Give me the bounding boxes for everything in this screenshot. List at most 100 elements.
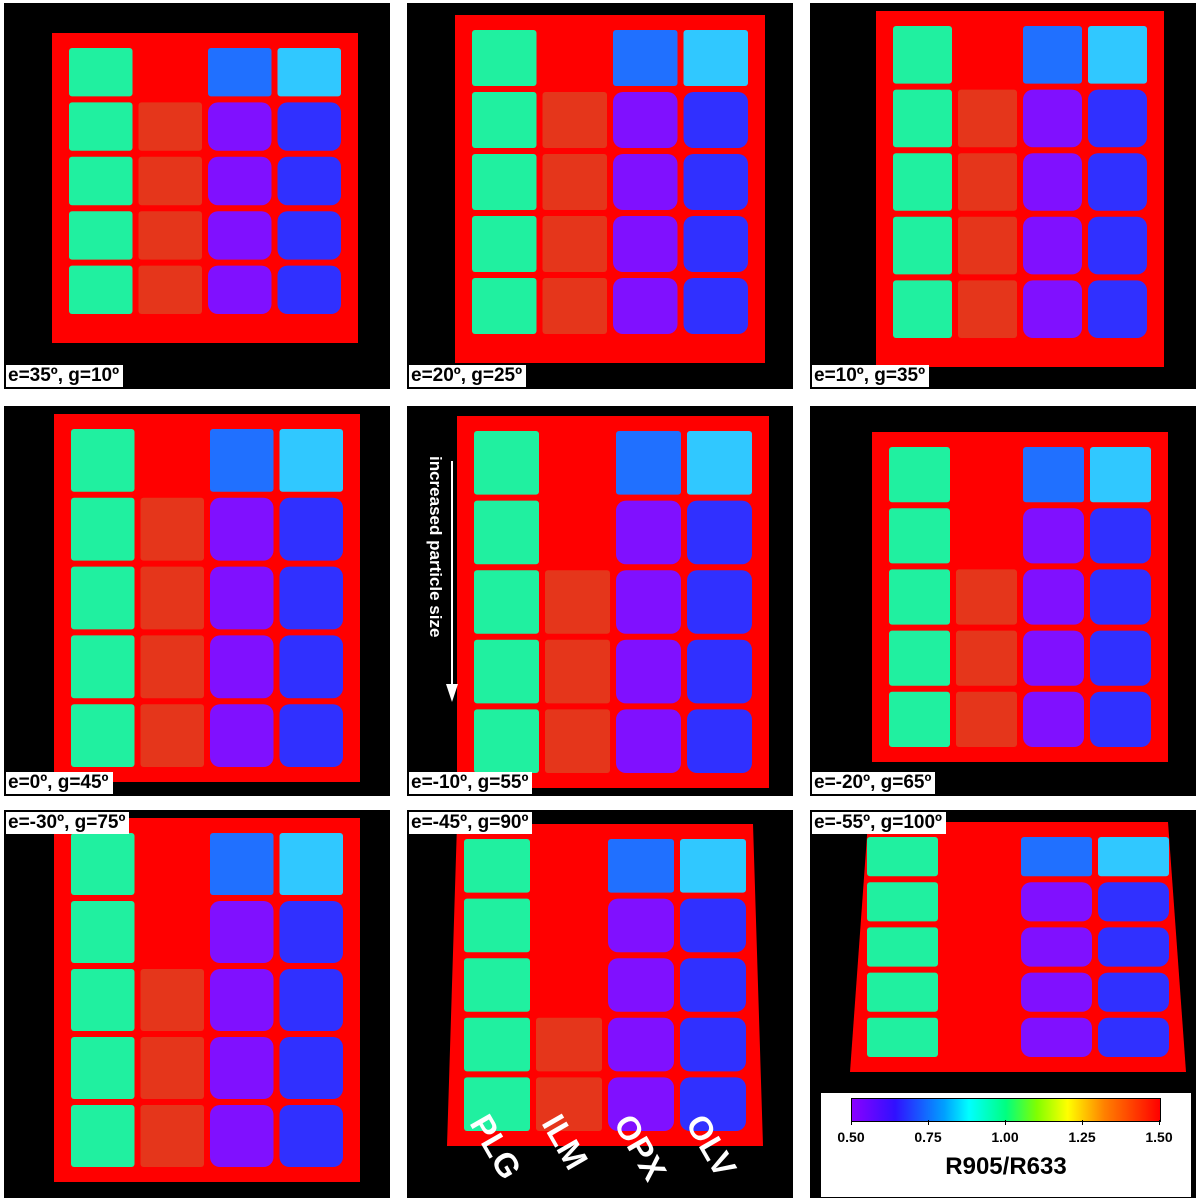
sample-cell [1098, 972, 1169, 1012]
sample-cell [279, 1037, 343, 1099]
sample-cell [208, 48, 272, 97]
sample-cell [279, 704, 343, 767]
sample-cell [474, 639, 539, 704]
sample-cell [893, 153, 952, 211]
sample-cell [683, 154, 748, 210]
sample-cell [464, 1077, 530, 1131]
sample-cell [71, 1037, 135, 1099]
sample-cell [893, 280, 952, 338]
sample-cell [944, 927, 1015, 967]
sample-cell [1021, 972, 1092, 1012]
sample-cell [210, 1105, 274, 1167]
sample-cell [958, 26, 1017, 84]
sample-cell [1090, 569, 1151, 625]
particle-size-arrow-label: increased particle size [426, 456, 445, 638]
panel-caption-8: e=-45º, g=90º [409, 812, 533, 834]
sample-cell [140, 1037, 204, 1099]
sample-tray-image-6 [872, 432, 1168, 762]
sample-tray-image-4 [54, 414, 360, 782]
sample-cell [958, 216, 1017, 275]
panel-caption-1: e=35º, g=10º [6, 365, 124, 387]
sample-cell [956, 630, 1017, 686]
sample-cell [680, 1017, 746, 1072]
sample-cell [867, 837, 938, 877]
sample-cell [279, 566, 343, 630]
sample-cell [680, 958, 746, 1012]
sample-cell [680, 1077, 746, 1131]
sample-cell [613, 278, 678, 334]
sample-cell [687, 570, 752, 634]
sample-cell [71, 969, 135, 1031]
sample-cell [956, 447, 1017, 503]
sample-cell [1088, 280, 1147, 338]
panel-2: e=20º, g=25º [407, 3, 793, 389]
sample-tray-image-3 [876, 11, 1164, 367]
sample-cell [608, 1077, 674, 1131]
sample-cell [279, 497, 343, 561]
sample-cell [867, 1017, 938, 1057]
sample-cell [687, 709, 752, 773]
sample-cell [1090, 691, 1151, 747]
sample-cell [71, 497, 135, 561]
sample-cell [889, 630, 950, 686]
sample-cell [956, 508, 1017, 564]
sample-cell [958, 280, 1017, 338]
sample-cell [210, 566, 274, 630]
sample-cell [69, 48, 133, 97]
sample-cell [69, 102, 133, 151]
sample-cell [138, 156, 202, 206]
sample-cell [138, 265, 202, 314]
sample-cell [140, 635, 204, 699]
sample-cell [208, 265, 272, 314]
sample-tray-image-8 [447, 824, 763, 1146]
sample-cell [545, 431, 610, 495]
sample-cell [472, 30, 537, 86]
sample-cell [472, 92, 537, 148]
sample-cell [1021, 1017, 1092, 1057]
sample-cell [472, 278, 537, 334]
sample-cell [944, 972, 1015, 1012]
sample-tray-image-5 [446, 416, 769, 788]
sample-cell [1098, 882, 1169, 922]
sample-cell [536, 958, 602, 1012]
sample-cell [536, 839, 602, 893]
sample-cell [545, 500, 610, 565]
sample-cell [1090, 508, 1151, 564]
colorbar-tick-4: 1.25 [1068, 1129, 1096, 1145]
sample-cell [210, 635, 274, 699]
sample-cell [616, 500, 681, 565]
sample-cell [608, 1017, 674, 1072]
sample-cell [140, 429, 204, 492]
sample-cell [464, 1017, 530, 1072]
sample-cell [464, 958, 530, 1012]
sample-cell [1023, 89, 1082, 148]
sample-cell [944, 1017, 1015, 1057]
sample-cell [71, 566, 135, 630]
sample-cell [944, 882, 1015, 922]
sample-cell [545, 709, 610, 773]
sample-cell [613, 154, 678, 210]
sample-cell [889, 447, 950, 503]
sample-cell [279, 833, 343, 895]
panel-caption-6: e=-20º, g=65º [812, 772, 936, 794]
sample-cell [279, 429, 343, 492]
sample-cell [958, 153, 1017, 211]
sample-cell [893, 26, 952, 84]
sample-cell [71, 901, 135, 963]
sample-tray-image-9 [850, 822, 1186, 1072]
sample-cell [474, 431, 539, 495]
sample-cell [1088, 26, 1147, 84]
sample-cell [140, 833, 204, 895]
sample-cell [140, 901, 204, 963]
sample-cell [613, 92, 678, 148]
sample-cell [210, 901, 274, 963]
sample-cell [1021, 837, 1092, 877]
sample-cell [277, 265, 341, 314]
sample-cell [210, 969, 274, 1031]
sample-cell [683, 92, 748, 148]
sample-cell [1088, 153, 1147, 211]
sample-cell [956, 569, 1017, 625]
panel-6: e=-20º, g=65º [810, 406, 1196, 796]
sample-cell [71, 1105, 135, 1167]
sample-cell [680, 898, 746, 953]
